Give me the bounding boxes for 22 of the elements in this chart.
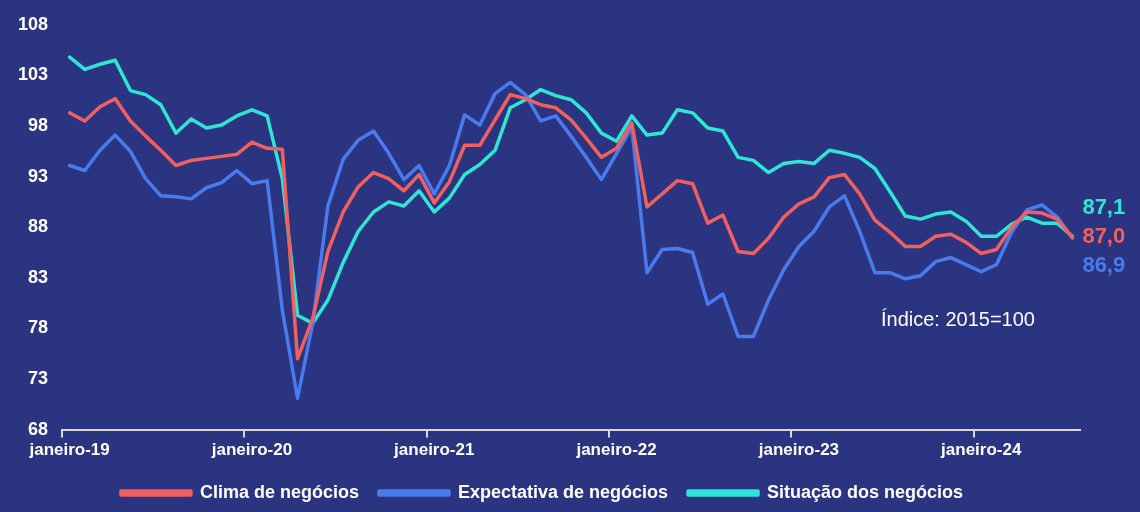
y-tick-label: 68 bbox=[28, 418, 49, 439]
data-label: 87,1 bbox=[1082, 194, 1126, 220]
y-tick-label: 78 bbox=[28, 317, 49, 338]
y-tick-label: 83 bbox=[28, 266, 49, 287]
x-tick-label: janeiro-20 bbox=[210, 440, 293, 460]
annotation: Índice: 2015=100 bbox=[880, 308, 1035, 331]
legend-label: Clima de negócios bbox=[199, 481, 359, 502]
y-tick-label: 88 bbox=[28, 216, 49, 237]
x-tick-label: janeiro-24 bbox=[940, 440, 1022, 460]
y-tick-label: 108 bbox=[17, 13, 49, 34]
legend-label: Expectativa de negócios bbox=[457, 481, 669, 502]
x-tick-label: janeiro-21 bbox=[393, 440, 475, 460]
y-tick-label: 103 bbox=[17, 64, 49, 85]
legend-label: Situação dos negócios bbox=[767, 481, 964, 502]
data-label: 87,0 bbox=[1082, 223, 1126, 249]
y-tick-label: 73 bbox=[28, 367, 49, 388]
x-tick-label: janeiro-22 bbox=[575, 440, 657, 460]
x-tick-label: janeiro-19 bbox=[28, 440, 110, 460]
y-tick-label: 93 bbox=[28, 165, 49, 186]
data-label: 86,9 bbox=[1082, 252, 1126, 278]
y-tick-label: 98 bbox=[28, 114, 49, 135]
x-tick-label: janeiro-23 bbox=[757, 440, 840, 460]
